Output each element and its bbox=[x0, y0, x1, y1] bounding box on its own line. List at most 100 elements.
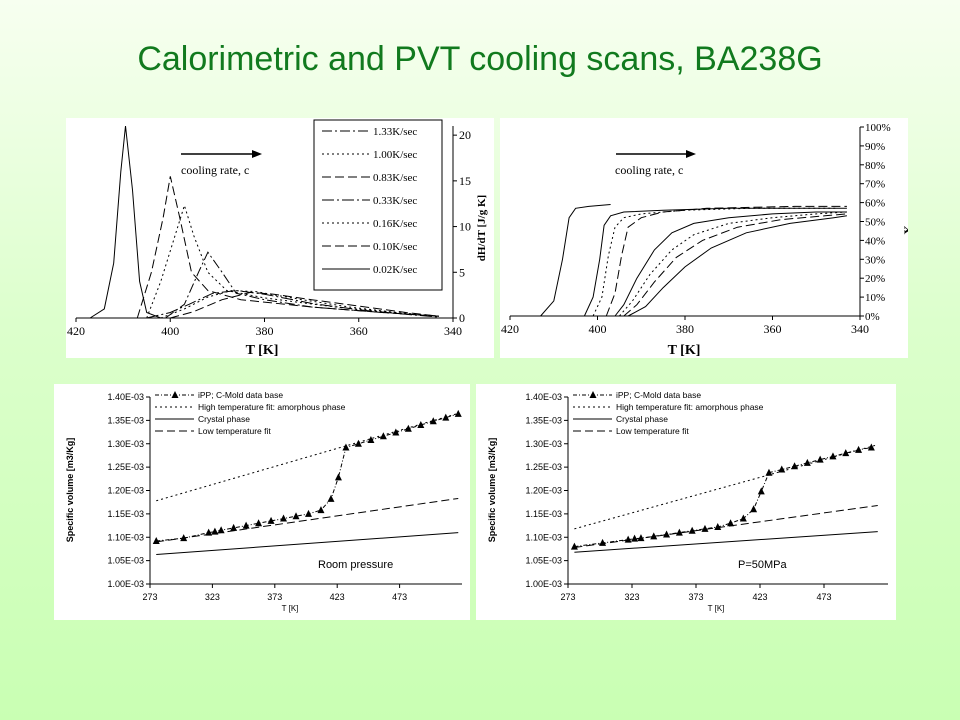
data-point bbox=[829, 452, 837, 460]
y-tick-label: 20% bbox=[865, 273, 885, 285]
data-point bbox=[714, 522, 722, 530]
data-point bbox=[417, 421, 425, 429]
dsc-chart-panel: 420 400 380 360 340 0 5 10 15 20 1.33K/sec 1.00K/s… bbox=[66, 118, 494, 358]
x-tick-label: 340 bbox=[851, 322, 869, 336]
data-point bbox=[267, 516, 275, 524]
x-tick-label: 373 bbox=[267, 592, 282, 602]
data-point bbox=[334, 473, 342, 481]
pressure-annotation: Room pressure bbox=[318, 559, 393, 571]
y-tick-label: 40% bbox=[865, 235, 885, 247]
data-point bbox=[867, 443, 875, 451]
x-tick-label: 360 bbox=[350, 324, 368, 338]
y-tick-label: 30% bbox=[865, 254, 885, 266]
legend-label: 0.16K/sec bbox=[373, 218, 417, 230]
y-axis-label: Specific volume [m3/Kg] bbox=[487, 438, 497, 543]
y-tick-label: 70% bbox=[865, 179, 885, 191]
data-point bbox=[255, 519, 263, 527]
series-line bbox=[623, 213, 847, 317]
data-point bbox=[327, 494, 335, 502]
y-tick-label: 90% bbox=[865, 141, 885, 153]
y-tick-label: 1.05E-03 bbox=[107, 556, 144, 566]
data-point bbox=[778, 465, 786, 473]
data-point bbox=[367, 436, 375, 444]
data-point bbox=[791, 462, 799, 470]
cooling-arrow-head bbox=[686, 150, 696, 158]
y-tick-label: 0% bbox=[865, 311, 880, 323]
y-tick-label: 10 bbox=[459, 220, 471, 234]
y-tick-label: 100% bbox=[865, 122, 891, 134]
legend-label: iPP; C-Mold data base bbox=[616, 390, 701, 400]
y-tick-label: 1.30E-03 bbox=[107, 439, 144, 449]
y-tick-label: 1.25E-03 bbox=[107, 462, 144, 472]
series-line bbox=[160, 290, 439, 319]
data-point bbox=[211, 527, 219, 535]
y-tick-label: 1.25E-03 bbox=[525, 462, 562, 472]
series-line bbox=[614, 211, 847, 317]
data-point bbox=[354, 439, 362, 447]
series-line bbox=[583, 207, 847, 317]
series-line bbox=[136, 176, 439, 319]
data-point bbox=[663, 530, 671, 538]
data-point bbox=[317, 506, 325, 514]
series-line bbox=[540, 204, 611, 317]
legend-label: Low temperature fit bbox=[198, 426, 271, 436]
x-tick-label: 340 bbox=[444, 324, 462, 338]
data-point bbox=[688, 526, 696, 534]
x-tick-label: 420 bbox=[67, 324, 85, 338]
series-line bbox=[605, 205, 847, 317]
y-tick-label: 15 bbox=[459, 174, 471, 188]
legend-label: Crystal phase bbox=[198, 414, 250, 424]
series-line bbox=[146, 203, 439, 319]
legend-marker bbox=[589, 391, 597, 398]
x-axis-label: T [K] bbox=[708, 604, 725, 613]
x-tick-label: 323 bbox=[205, 592, 220, 602]
pvt-50mpa-chart: 273 323 373 423 473 1.00E-03 1.05E-03 1.10E-03 1… bbox=[487, 390, 888, 613]
legend-label: High temperature fit: amorphous phase bbox=[616, 402, 764, 412]
y-tick-label: 1.30E-03 bbox=[525, 439, 562, 449]
data-point bbox=[739, 514, 747, 522]
series-line bbox=[89, 125, 161, 319]
data-point bbox=[292, 512, 300, 520]
pressure-annotation: P=50MPa bbox=[738, 559, 787, 571]
data-point bbox=[650, 532, 658, 540]
data-connector-line bbox=[574, 447, 872, 548]
data-point bbox=[304, 509, 312, 517]
data-point bbox=[599, 538, 607, 546]
legend-label: Crystal phase bbox=[616, 414, 668, 424]
data-point bbox=[750, 505, 758, 513]
y-tick-label: 1.00E-03 bbox=[525, 579, 562, 589]
data-point bbox=[570, 542, 578, 550]
legend-label: 0.02K/sec bbox=[373, 264, 417, 276]
low-temperature-fit-line bbox=[574, 504, 878, 549]
x-tick-label: 423 bbox=[330, 592, 345, 602]
data-point bbox=[757, 487, 765, 495]
data-point bbox=[280, 514, 288, 522]
data-point bbox=[404, 424, 412, 432]
y-tick-label: 1.05E-03 bbox=[525, 556, 562, 566]
series-line bbox=[619, 211, 847, 317]
x-tick-label: 380 bbox=[676, 322, 694, 336]
series-line bbox=[170, 291, 439, 319]
legend-label: High temperature fit: amorphous phase bbox=[198, 402, 346, 412]
pvt-room-pressure-panel: 273 323 373 423 473 1.00E-03 1.05E-03 1.10E-03 1… bbox=[54, 384, 470, 620]
x-tick-label: 373 bbox=[688, 592, 703, 602]
y-tick-label: 60% bbox=[865, 198, 885, 210]
y-tick-label: 10% bbox=[865, 292, 885, 304]
cooling-rate-annotation: cooling rate, c bbox=[181, 163, 249, 177]
y-tick-label: 1.00E-03 bbox=[107, 579, 144, 589]
crystal-phase-line bbox=[156, 532, 459, 556]
data-point bbox=[454, 409, 462, 417]
data-point bbox=[242, 521, 250, 529]
data-point bbox=[675, 528, 683, 536]
y-axis-label: Specific volume [m3/Kg] bbox=[65, 438, 75, 543]
y-tick-label: 20 bbox=[459, 128, 471, 142]
legend-box bbox=[313, 119, 443, 291]
data-point bbox=[180, 534, 188, 542]
slide-title: Calorimetric and PVT cooling scans, BA23… bbox=[137, 40, 823, 78]
y-tick-label: 50% bbox=[865, 217, 885, 229]
series-line bbox=[627, 215, 847, 317]
legend-label: 0.10K/sec bbox=[373, 241, 417, 253]
data-point bbox=[637, 534, 645, 542]
